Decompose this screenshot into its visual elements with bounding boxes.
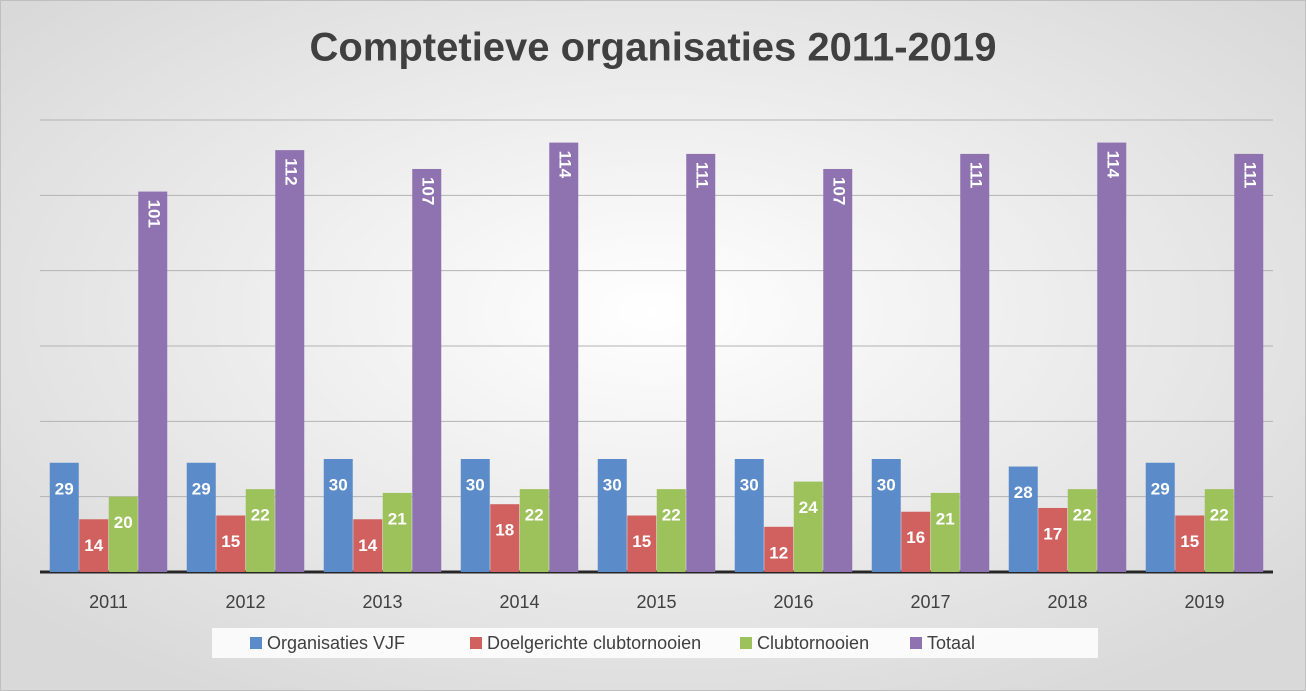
bar (353, 519, 383, 572)
value-label: 30 (329, 475, 348, 494)
value-label: 29 (55, 479, 74, 498)
legend-swatch (740, 637, 752, 649)
value-label: 107 (829, 177, 848, 205)
legend-label: Clubtornooien (757, 633, 869, 653)
value-label: 24 (799, 498, 818, 517)
bar (960, 153, 990, 572)
value-label: 21 (936, 509, 955, 528)
value-label: 16 (906, 528, 925, 547)
value-label: 22 (1210, 506, 1229, 525)
value-label: 12 (769, 543, 788, 562)
bar (460, 459, 490, 572)
chart-title: Comptetieve organisaties 2011-2019 (309, 26, 996, 70)
x-tick-label: 2017 (910, 592, 950, 612)
bar (549, 142, 579, 572)
value-label: 114 (555, 151, 574, 179)
bar (656, 489, 686, 572)
bar (1145, 462, 1175, 572)
bar (216, 515, 246, 572)
x-tick-label: 2019 (1184, 592, 1224, 612)
bar (79, 519, 109, 572)
value-label: 30 (603, 475, 622, 494)
bar (382, 492, 412, 572)
value-label: 22 (251, 506, 270, 525)
value-label: 30 (740, 475, 759, 494)
bar (1234, 153, 1264, 572)
bar (519, 489, 549, 572)
legend-box (212, 628, 1098, 658)
bar (490, 504, 520, 572)
bar (764, 526, 794, 572)
bar (49, 462, 79, 572)
legend-swatch (250, 637, 262, 649)
legend-label: Totaal (927, 633, 975, 653)
bar (412, 168, 442, 572)
value-label: 111 (692, 162, 711, 189)
value-label: 15 (221, 532, 240, 551)
legend-swatch (910, 637, 922, 649)
x-tick-label: 2013 (362, 592, 402, 612)
value-label: 22 (662, 506, 681, 525)
x-tick-label: 2012 (225, 592, 265, 612)
x-tick-label: 2011 (89, 592, 128, 612)
x-tick-label: 2015 (636, 592, 676, 612)
legend: Organisaties VJF Doelgerichte clubtornooi… (250, 633, 975, 653)
bar (1067, 489, 1097, 572)
bar (138, 191, 168, 573)
value-label: 114 (1103, 151, 1122, 179)
bar (275, 150, 305, 572)
bar (734, 459, 764, 572)
value-label: 21 (388, 509, 407, 528)
value-label: 29 (1151, 479, 1170, 498)
legend-swatch (470, 637, 482, 649)
bar (1097, 142, 1127, 572)
value-label: 22 (1073, 506, 1092, 525)
value-label: 111 (1240, 162, 1259, 189)
value-label: 101 (144, 200, 163, 228)
bar (323, 459, 353, 572)
value-label: 14 (358, 536, 377, 555)
bar (871, 459, 901, 572)
bar (686, 153, 716, 572)
bar (930, 492, 960, 572)
value-label: 15 (1180, 532, 1199, 551)
value-label: 22 (525, 506, 544, 525)
bar (793, 481, 823, 572)
bar (1038, 507, 1068, 572)
bar (108, 496, 138, 572)
value-label: 15 (632, 532, 651, 551)
value-label: 111 (966, 162, 985, 189)
bar (1175, 515, 1205, 572)
bar (1204, 489, 1234, 572)
x-tick-label: 2014 (499, 592, 539, 612)
bar (597, 459, 627, 572)
value-label: 30 (877, 475, 896, 494)
value-label: 30 (466, 475, 485, 494)
value-label: 17 (1043, 524, 1062, 543)
grid (40, 119, 1273, 574)
x-tick-label: 2018 (1047, 592, 1087, 612)
value-label: 112 (281, 158, 300, 185)
value-label: 14 (84, 536, 103, 555)
bar (627, 515, 657, 572)
value-label: 107 (418, 177, 437, 205)
value-label: 18 (495, 521, 514, 540)
legend-label: Doelgerichte clubtornooien (487, 633, 701, 653)
value-label: 29 (192, 479, 211, 498)
x-tick-label: 2016 (773, 592, 813, 612)
legend-label: Organisaties VJF (267, 633, 405, 653)
bar (823, 168, 853, 572)
bar (901, 511, 931, 572)
value-label: 20 (114, 513, 133, 532)
value-label: 28 (1014, 483, 1033, 502)
bar (1008, 466, 1038, 572)
bar (245, 489, 275, 572)
bar (186, 462, 216, 572)
bars: 2011 29 14 20 101 2012 29 15 22 112 2013 30 14 21 107 2… (49, 142, 1264, 612)
